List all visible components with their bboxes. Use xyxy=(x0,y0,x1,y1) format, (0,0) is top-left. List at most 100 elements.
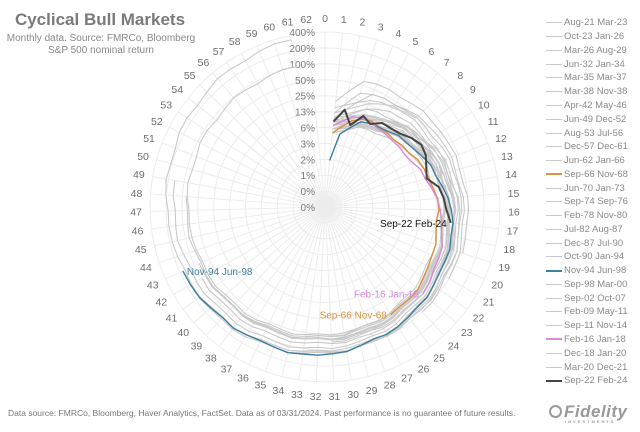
legend-swatch xyxy=(546,160,562,162)
series-line-jun-70-jan-73 xyxy=(331,118,451,343)
angular-tick-label: 30 xyxy=(347,389,359,401)
grid-spoke xyxy=(324,206,485,280)
radial-tick-label: 200% xyxy=(289,44,315,55)
angular-tick-label: 49 xyxy=(133,169,145,181)
subtitle-source: Monthly data. Source: FMRCo, Bloomberg xyxy=(6,33,196,44)
angular-tick-label: 54 xyxy=(171,84,183,96)
grid-spoke xyxy=(324,206,402,365)
angular-tick-label: 56 xyxy=(198,57,210,69)
grid-spoke xyxy=(173,206,326,295)
legend-item: Aug-21 Mar-23 xyxy=(546,16,628,30)
grid-spoke xyxy=(156,159,326,208)
legend-item: Feb-16 Jan-18 xyxy=(546,333,628,347)
legend-label: Jun-49 Dec-52 xyxy=(564,113,627,125)
grid-spoke xyxy=(324,206,417,357)
grid-spoke xyxy=(324,206,496,247)
legend-label: Sep-02 Oct-07 xyxy=(564,292,626,304)
grid-spoke xyxy=(324,206,457,324)
angular-tick-label: 36 xyxy=(237,372,249,384)
angular-tick-label: 45 xyxy=(135,244,147,256)
series-line-dec-18-jan-20 xyxy=(333,108,444,175)
angular-tick-label: 61 xyxy=(282,17,294,29)
series-line-mar-20-dec-21 xyxy=(334,92,465,279)
angular-tick-label: 53 xyxy=(160,99,172,111)
series-line-jun-32-jan-34 xyxy=(335,80,470,254)
grid-spoke xyxy=(162,142,326,208)
angular-tick-label: 24 xyxy=(448,341,460,353)
grid-spoke xyxy=(151,206,326,230)
angular-tick-label: 28 xyxy=(384,380,396,392)
grid-spoke xyxy=(169,126,326,208)
grid-spoke xyxy=(187,97,326,208)
grid-spoke xyxy=(324,176,498,208)
legend-label: Sep-98 Mar-00 xyxy=(564,278,628,290)
legend-label: Mar-26 Aug-29 xyxy=(564,44,627,56)
grid-spoke xyxy=(324,142,488,208)
legend-item: Apr-42 May-46 xyxy=(546,99,628,113)
angular-tick-label: 8 xyxy=(457,70,463,82)
legend-item: Sep-74 Sep-76 xyxy=(546,195,628,209)
chart-title: Cyclical Bull Markets xyxy=(14,10,186,29)
legend-swatch xyxy=(546,77,562,79)
legend-label: Jun-62 Jan-66 xyxy=(564,155,625,167)
grid-spoke xyxy=(240,53,326,208)
grid-spoke xyxy=(256,45,326,208)
angular-tick-label: 62 xyxy=(300,14,312,26)
angular-tick-label: 6 xyxy=(429,46,435,58)
angular-tick-label: 33 xyxy=(291,389,303,401)
legend-swatch xyxy=(546,297,562,299)
legend-item: Mar-35 Mar-37 xyxy=(546,71,628,85)
grid-spoke xyxy=(324,193,500,208)
radial-tick-label: 2% xyxy=(301,155,316,166)
legend-label: Sep-74 Sep-76 xyxy=(564,196,628,208)
grid-spoke xyxy=(182,206,326,310)
legend-label: Feb-16 Jan-18 xyxy=(564,333,626,345)
angular-tick-label: 52 xyxy=(151,116,163,128)
angular-tick-label: 43 xyxy=(147,280,159,292)
legend-label: Dec-87 Jul-90 xyxy=(564,237,624,249)
angular-tick-label: 26 xyxy=(418,363,430,375)
angular-tick-label: 0 xyxy=(322,13,328,25)
series-line-oct-90-jan-94 xyxy=(232,118,447,338)
grid-spoke xyxy=(324,111,473,208)
legend-swatch xyxy=(546,36,562,38)
series-line-apr-42-may-46 xyxy=(172,123,451,350)
grid-spoke xyxy=(324,206,500,212)
angular-tick-label: 23 xyxy=(461,327,473,339)
radial-tick-label: 6% xyxy=(301,124,316,135)
legend-label: Mar-20 Dec-21 xyxy=(564,361,628,373)
legend-swatch xyxy=(546,22,562,24)
legend-label: Sep-66 Nov-68 xyxy=(564,168,628,180)
grid-spoke xyxy=(281,206,326,377)
fidelity-logo: Fidelity INVESTMENTS xyxy=(549,402,628,424)
grid-spoke xyxy=(193,206,326,324)
angular-tick-label: 44 xyxy=(140,262,152,274)
legend-item: Dec-57 Dec-61 xyxy=(546,140,628,154)
angular-tick-label: 51 xyxy=(143,133,155,145)
angular-tick-label: 10 xyxy=(478,99,490,111)
grid-spoke xyxy=(324,206,369,377)
grid-spoke xyxy=(324,53,410,208)
angular-tick-label: 42 xyxy=(155,297,167,309)
grid-spoke xyxy=(154,206,326,247)
grid-spoke xyxy=(264,206,326,372)
angular-tick-label: 2 xyxy=(360,17,366,29)
legend-swatch xyxy=(546,91,562,93)
legend-swatch xyxy=(546,283,562,285)
series-line-sep-11-nov-14 xyxy=(242,113,446,340)
legend-swatch xyxy=(546,379,562,382)
series-line-sep-74-sep-76 xyxy=(334,103,457,307)
legend-swatch xyxy=(546,118,562,120)
legend-label: Sep-22 Feb-24 xyxy=(564,375,628,387)
angular-tick-label: 46 xyxy=(132,226,144,238)
angular-tick-label: 17 xyxy=(507,226,519,238)
legend-swatch xyxy=(546,104,562,106)
legend-item: Dec-87 Jul-90 xyxy=(546,236,628,250)
grid-spoke xyxy=(324,206,445,336)
angular-tick-label: 15 xyxy=(508,188,520,200)
legend-label: Apr-42 May-46 xyxy=(564,99,627,111)
angular-tick-label: 58 xyxy=(229,36,241,48)
legend-swatch xyxy=(546,242,562,244)
legend-label: Sep-11 Nov-14 xyxy=(564,320,628,332)
angular-tick-label: 41 xyxy=(166,312,178,324)
